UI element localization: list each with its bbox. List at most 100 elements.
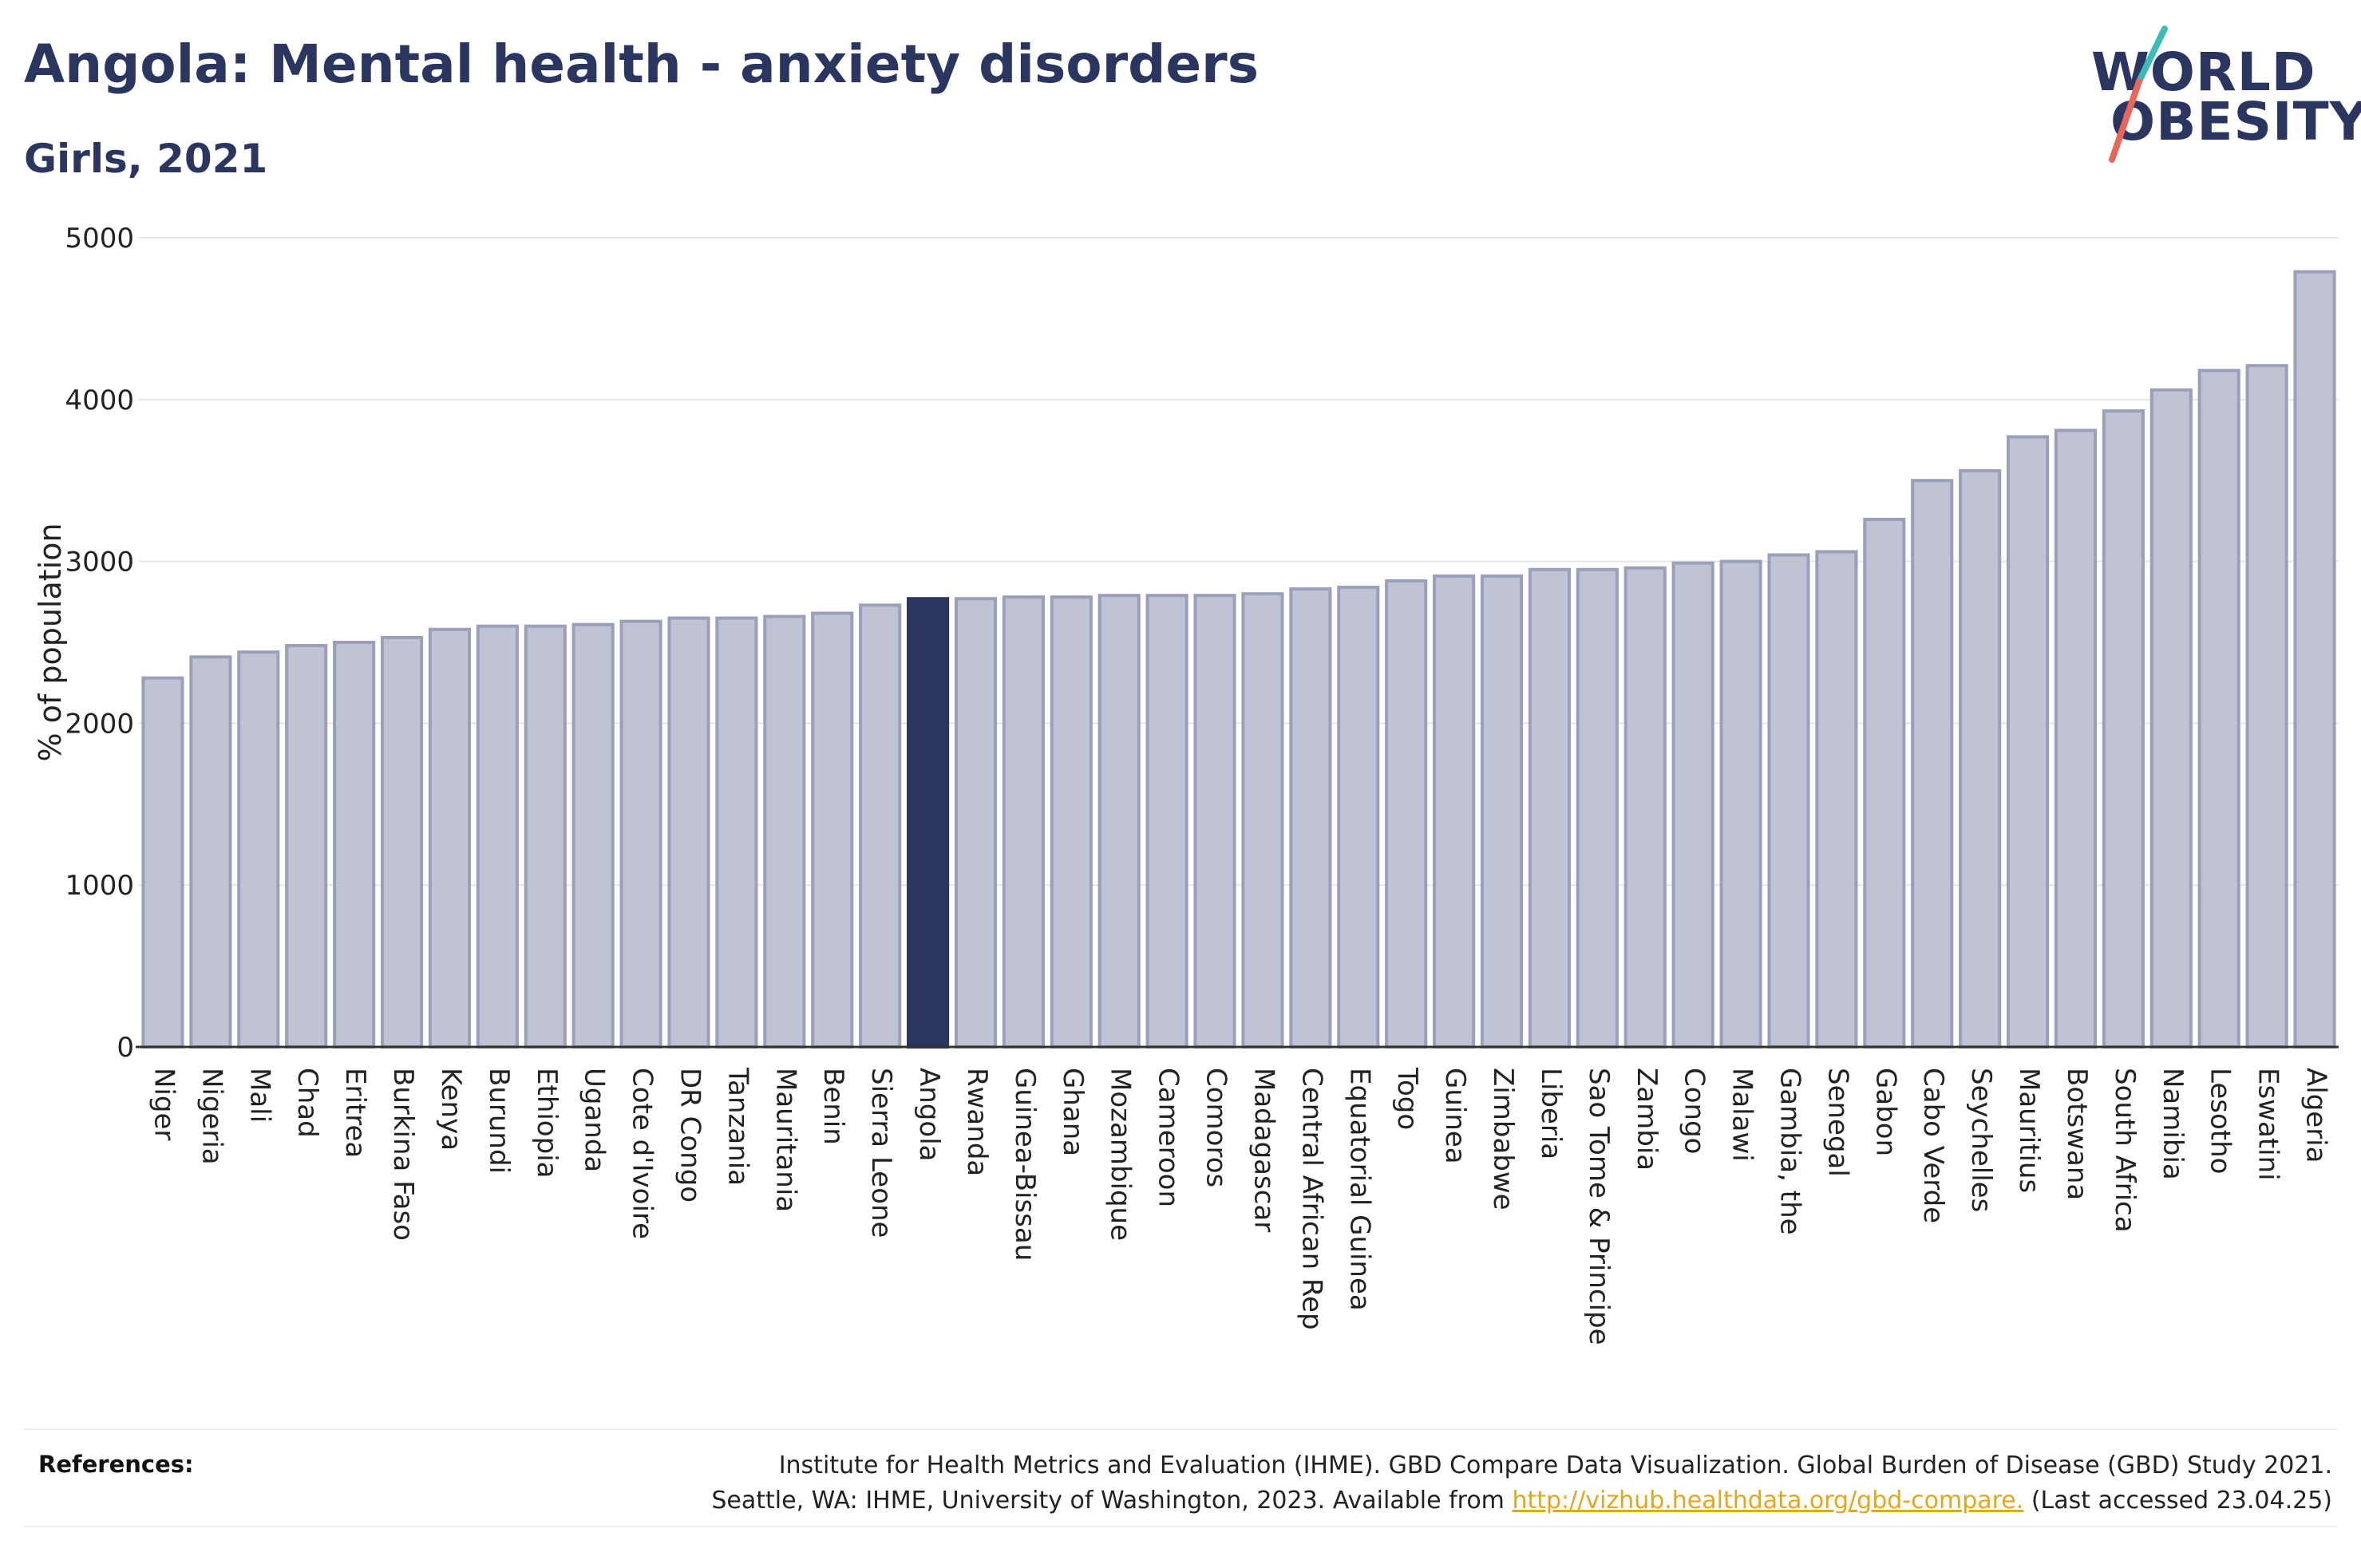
bar (2245, 364, 2288, 1049)
y-tick-label: 5000 (65, 223, 134, 255)
bar (1193, 594, 1236, 1049)
bar (1480, 574, 1524, 1049)
x-tick-label: Namibia (2157, 1068, 2189, 1180)
bar (2007, 435, 2050, 1049)
bar (1385, 579, 1428, 1049)
x-tick-label: Angola (913, 1068, 945, 1161)
bar (619, 619, 662, 1049)
x-tick-label: Mozambique (1105, 1068, 1137, 1241)
x-tick-label: Benin (817, 1068, 849, 1145)
x-tick-label: Mauritius (2013, 1068, 2045, 1193)
x-tick-label: Burkina Faso (387, 1068, 419, 1241)
logo-line1: WORLD (2091, 41, 2316, 103)
x-tick-label: Madagascar (1248, 1068, 1279, 1232)
bar (476, 624, 519, 1049)
bar (1289, 587, 1332, 1049)
x-tick-label: Cote d'Ivoire (627, 1068, 658, 1239)
x-tick-label: Gambia, the (1774, 1068, 1806, 1235)
bar (1241, 592, 1284, 1049)
y-tick-label: 2000 (65, 708, 134, 740)
references-link[interactable]: http://vizhub.healthdata.org/gbd-compare… (1512, 1487, 2024, 1515)
x-tick-label: Sierra Leone (865, 1068, 897, 1238)
bar (1815, 550, 1858, 1049)
logo-line2: OBESITY (2110, 91, 2361, 152)
bar (1337, 586, 1380, 1049)
references-line1: Institute for Health Metrics and Evaluat… (778, 1451, 2332, 1479)
x-tick-label: Seychelles (1965, 1068, 1997, 1212)
bar (667, 616, 710, 1049)
x-tick-label: Togo (1391, 1067, 1423, 1130)
bar (1767, 553, 1810, 1049)
x-tick-label: South Africa (2109, 1068, 2141, 1233)
x-tick-label: Comoros (1200, 1068, 1232, 1187)
bar (811, 611, 854, 1049)
x-tick-label: DR Congo (674, 1068, 706, 1203)
x-tick-label: Algeria (2300, 1068, 2332, 1163)
x-tick-label: Botswana (2061, 1068, 2093, 1200)
chart-subtitle: Girls, 2021 (24, 136, 268, 182)
references-line2-pre: Seattle, WA: IHME, University of Washing… (711, 1487, 1513, 1515)
x-tick-label: Malawi (1726, 1068, 1758, 1162)
x-tick-label: Liberia (1535, 1068, 1567, 1159)
x-tick-label: Mali (243, 1068, 275, 1123)
references-divider-bottom (24, 1526, 2337, 1527)
bar (1050, 595, 1093, 1049)
x-tick-label: Tanzania (722, 1067, 753, 1186)
bar (333, 641, 376, 1049)
bar (1145, 594, 1188, 1049)
x-tick-label: Rwanda (961, 1068, 993, 1176)
bar (1719, 559, 1762, 1049)
x-tick-label: Congo (1679, 1068, 1710, 1154)
x-tick-label: Burundi (483, 1068, 515, 1174)
bar (571, 622, 615, 1049)
x-tick-label: Cameroon (1153, 1068, 1184, 1207)
y-tick-label: 1000 (65, 870, 134, 902)
references-divider-top (24, 1428, 2337, 1430)
x-tick-label: Zambia (1631, 1068, 1663, 1171)
x-tick-label: Nigeria (196, 1068, 227, 1165)
y-tick-label: 0 (117, 1032, 134, 1064)
x-tick-label: Gabon (1869, 1068, 1901, 1156)
bar (859, 603, 902, 1049)
bar (2102, 409, 2145, 1049)
bar (1433, 574, 1476, 1049)
bar (1911, 479, 1954, 1049)
bar (1959, 469, 2002, 1049)
bar (2149, 388, 2193, 1049)
x-tick-label: Ghana (1057, 1068, 1089, 1156)
bar (1623, 566, 1667, 1049)
x-tick-label: Zimbabwe (1487, 1068, 1519, 1211)
x-tick-label: Uganda (579, 1068, 611, 1172)
bar (524, 624, 567, 1049)
x-tick-label: Eswatini (2252, 1068, 2284, 1181)
x-tick-label: Sao Tome & Principe (1583, 1068, 1615, 1345)
bar (380, 635, 424, 1049)
bar (763, 614, 806, 1049)
references-label: References: (38, 1451, 194, 1478)
chart-title: Angola: Mental health - anxiety disorder… (24, 34, 1260, 95)
x-tick-label: Cabo Verde (1917, 1068, 1949, 1223)
bar (141, 676, 184, 1049)
y-tick-label: 3000 (65, 547, 134, 579)
bar (189, 655, 232, 1049)
x-tick-label: Kenya (435, 1068, 467, 1151)
x-tick-label: Equatorial Guinea (1343, 1068, 1375, 1311)
y-axis-label: % of population (33, 523, 68, 761)
bar (1863, 517, 1906, 1049)
bar (428, 627, 471, 1049)
logo-slash-icon (2109, 26, 2168, 163)
bar (907, 597, 950, 1049)
x-tick-label: Chad (291, 1068, 323, 1138)
world-obesity-logo: WORLD OBESITY (2075, 24, 2361, 168)
x-tick-label: Lesotho (2205, 1068, 2236, 1174)
x-tick-label: Ethiopia (531, 1068, 563, 1178)
references-text: Institute for Health Metrics and Evaluat… (711, 1448, 2332, 1519)
bar (1097, 594, 1141, 1049)
x-tick-label: Guinea-Bissau (1009, 1068, 1041, 1261)
bar (1671, 561, 1714, 1049)
x-tick-label: Mauritania (769, 1068, 801, 1212)
bar (1528, 567, 1571, 1049)
bar (237, 650, 280, 1049)
bar (1002, 595, 1045, 1049)
x-tick-label: Senegal (1821, 1068, 1853, 1177)
